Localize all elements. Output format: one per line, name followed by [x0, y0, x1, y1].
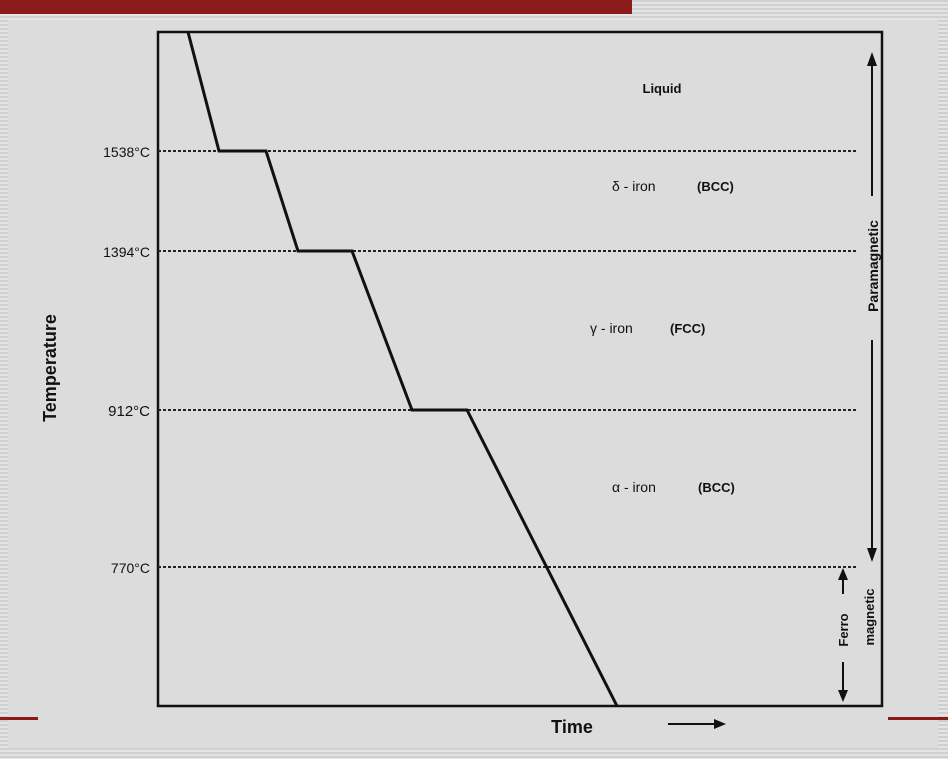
cooling-curve	[186, 31, 619, 707]
magnetic-label: magnetic	[862, 588, 877, 645]
y-axis-label: Temperature	[40, 314, 60, 422]
phase-gamma-structure: (FCC)	[670, 321, 705, 336]
phase-alpha-structure: (BCC)	[698, 480, 735, 495]
temp-label-912: 912°C	[108, 403, 150, 420]
diagram-panel	[8, 20, 938, 748]
temp-label-1394: 1394°C	[103, 244, 150, 260]
temp-label-1538: 1538°C	[103, 144, 150, 160]
ferromagnetic-range-arrow-icon	[838, 568, 848, 702]
paramagnetic-label: Paramagnetic	[865, 220, 881, 312]
paramagnetic-range-arrow-icon	[867, 52, 877, 562]
plot-frame	[156, 30, 884, 708]
temp-label-770: 770°C	[111, 560, 150, 576]
accent-line-left	[0, 717, 38, 720]
accent-line-right	[888, 717, 948, 720]
phase-delta-label: δ - iron	[612, 178, 656, 194]
phase-alpha-label: α - iron	[612, 479, 656, 495]
phase-liquid-label: Liquid	[643, 81, 682, 96]
phase-delta-structure: (BCC)	[697, 179, 734, 194]
accent-bar	[0, 0, 632, 14]
x-axis-label: Time	[551, 717, 593, 737]
phase-gamma-label: γ - iron	[590, 320, 633, 336]
temperature-lines	[158, 150, 858, 568]
time-arrow-icon	[668, 719, 726, 729]
ferro-label: Ferro	[836, 613, 851, 646]
